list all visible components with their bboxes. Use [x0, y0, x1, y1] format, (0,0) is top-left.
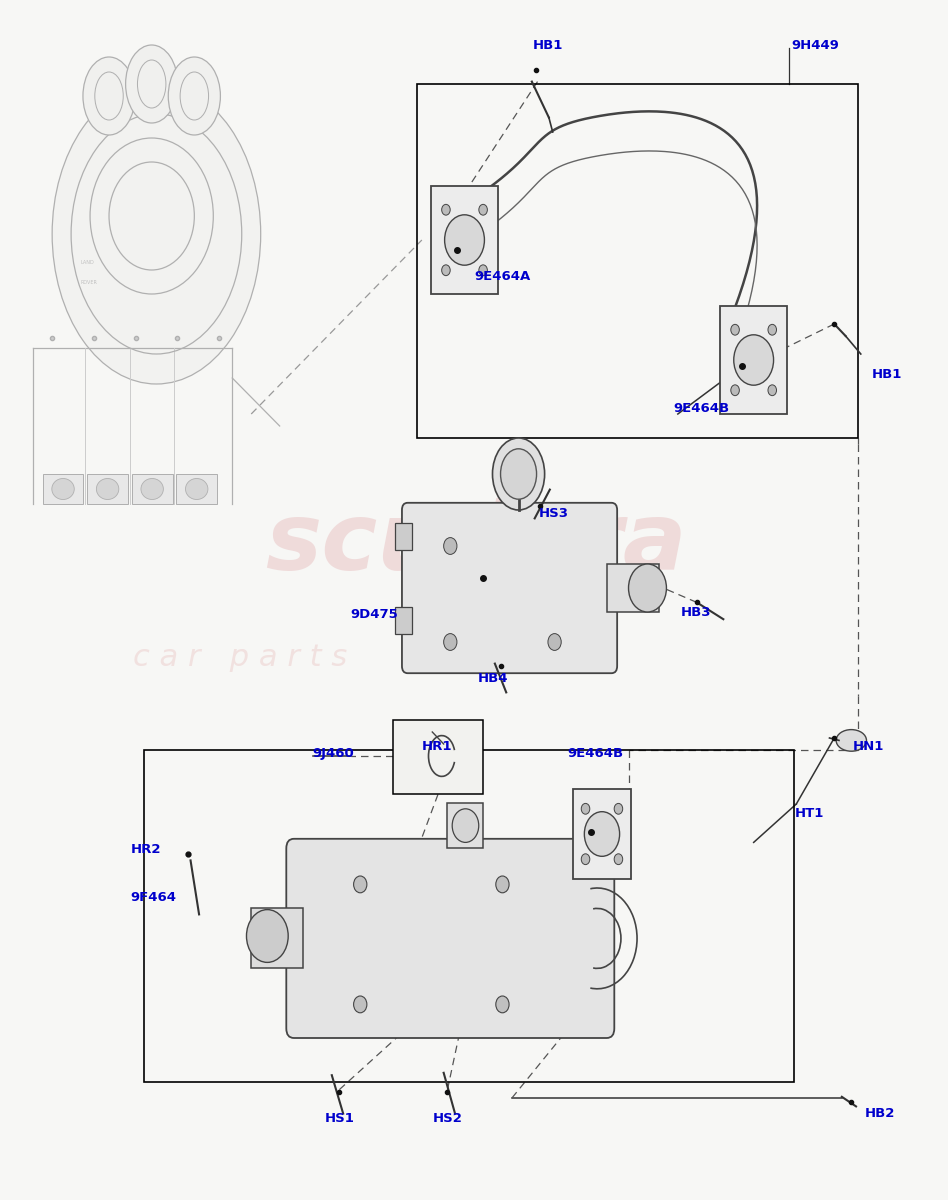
Text: ROVER: ROVER [81, 281, 98, 286]
Bar [43, 474, 83, 504]
Circle shape [496, 996, 509, 1013]
Circle shape [548, 634, 561, 650]
Text: HB3: HB3 [681, 606, 711, 618]
Text: HT1: HT1 [794, 808, 824, 820]
Bar [417, 84, 858, 438]
Circle shape [731, 385, 739, 396]
Circle shape [734, 335, 774, 385]
Circle shape [445, 215, 484, 265]
Ellipse shape [83, 56, 135, 134]
Bar [447, 803, 483, 848]
Text: HR2: HR2 [131, 844, 161, 856]
Circle shape [614, 854, 623, 864]
Bar [395, 607, 412, 634]
Bar [720, 306, 787, 414]
Text: HB4: HB4 [478, 672, 508, 684]
Bar [393, 720, 483, 794]
Text: HB2: HB2 [865, 1108, 895, 1120]
Bar [176, 474, 217, 504]
Bar [431, 186, 498, 294]
Circle shape [444, 634, 457, 650]
Bar [573, 790, 631, 878]
Circle shape [496, 876, 509, 893]
Circle shape [581, 804, 590, 814]
Ellipse shape [97, 479, 118, 499]
Bar [607, 564, 659, 612]
Circle shape [479, 265, 487, 276]
Circle shape [444, 538, 457, 554]
Bar [395, 523, 412, 550]
Circle shape [442, 204, 450, 215]
Circle shape [768, 324, 776, 335]
Circle shape [354, 876, 367, 893]
Circle shape [354, 996, 367, 1013]
Text: HS1: HS1 [324, 1112, 355, 1124]
Text: 9J460: 9J460 [313, 748, 355, 760]
Text: 9E464A: 9E464A [474, 270, 530, 282]
Text: HR1: HR1 [422, 740, 452, 752]
Bar [251, 908, 303, 968]
Circle shape [584, 811, 620, 857]
Circle shape [581, 854, 590, 864]
Text: c a r   p a r t s: c a r p a r t s [133, 643, 347, 672]
Text: HS2: HS2 [432, 1112, 463, 1124]
Ellipse shape [493, 438, 544, 510]
Text: HB1: HB1 [533, 40, 563, 52]
Circle shape [452, 809, 479, 842]
Text: 9E464B: 9E464B [567, 748, 623, 760]
Ellipse shape [52, 84, 261, 384]
Circle shape [629, 564, 666, 612]
FancyBboxPatch shape [286, 839, 614, 1038]
Bar [132, 474, 173, 504]
Ellipse shape [836, 730, 866, 751]
Text: 9F464: 9F464 [131, 892, 177, 904]
Circle shape [731, 324, 739, 335]
Ellipse shape [186, 479, 208, 499]
Circle shape [442, 265, 450, 276]
Ellipse shape [125, 44, 177, 122]
Circle shape [768, 385, 776, 396]
Circle shape [479, 204, 487, 215]
Text: 9D475: 9D475 [351, 608, 398, 620]
Text: 9H449: 9H449 [792, 40, 840, 52]
Text: HN1: HN1 [853, 740, 884, 752]
Ellipse shape [52, 479, 74, 499]
Bar [87, 474, 128, 504]
Text: 9E464B: 9E464B [673, 402, 729, 414]
Circle shape [614, 804, 623, 814]
Bar [144, 750, 794, 1082]
Ellipse shape [501, 449, 537, 499]
Text: HS3: HS3 [538, 508, 569, 520]
Ellipse shape [168, 56, 220, 134]
Text: scudera: scudera [265, 498, 687, 590]
Ellipse shape [141, 479, 163, 499]
Text: LAND: LAND [81, 260, 95, 265]
FancyBboxPatch shape [402, 503, 617, 673]
Circle shape [246, 910, 288, 962]
Text: HB1: HB1 [872, 368, 902, 380]
